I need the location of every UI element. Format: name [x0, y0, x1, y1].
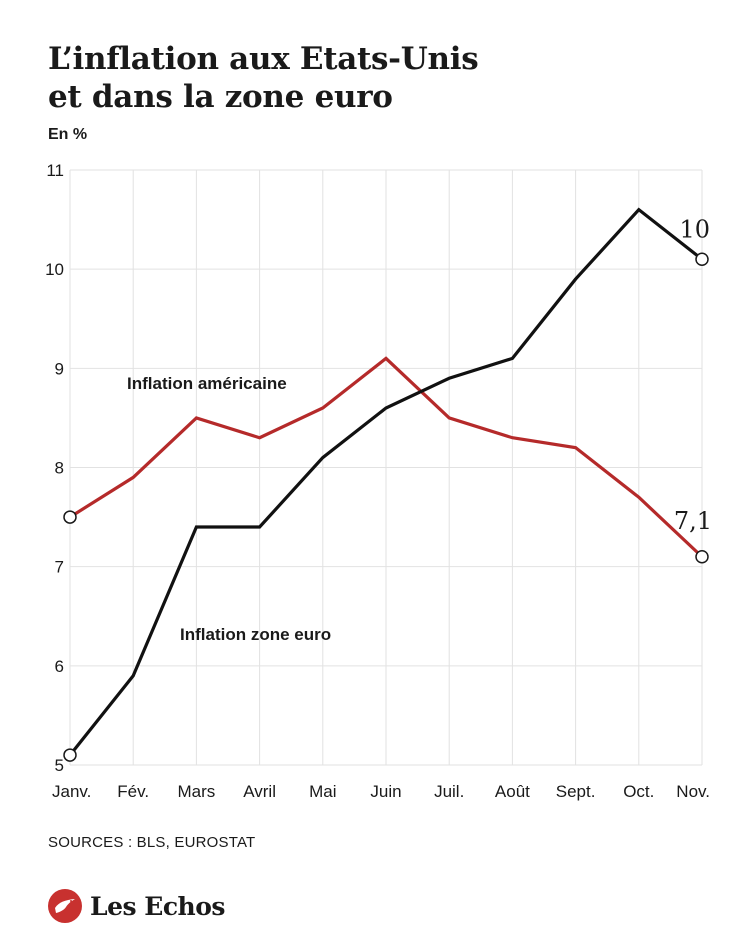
series-line [68, 207, 703, 757]
y-tick-label: 11 [46, 161, 64, 180]
x-tick-label: Avril [243, 782, 276, 801]
x-tick-label: Mai [309, 782, 336, 801]
data-point [695, 550, 709, 564]
data-label: 10 [679, 215, 710, 243]
chart-title-line-2: et dans la zone euro [48, 79, 393, 115]
x-tick-label: Janv. [52, 782, 91, 801]
x-tick-label: Sept. [556, 782, 596, 801]
series-label: Inflation zone euro [180, 625, 331, 644]
y-tick-label: 7 [55, 558, 64, 577]
data-point [695, 252, 709, 266]
x-tick-label: Nov. [676, 782, 710, 801]
series-label: Inflation américaine [127, 374, 287, 393]
x-tick-label: Fév. [117, 782, 149, 801]
y-tick-label: 5 [55, 756, 64, 775]
x-tick-label: Mars [178, 782, 216, 801]
brand-name: Les Echos [90, 891, 225, 921]
x-tick-label: Oct. [623, 782, 654, 801]
les-echos-logo: Les Echos [48, 888, 225, 924]
chart-title: L’inflation aux Etats-Unis et dans la zo… [48, 40, 708, 116]
x-tick-label: Juil. [434, 782, 464, 801]
y-tick-label: 10 [45, 260, 64, 279]
data-point [63, 510, 77, 524]
bird-logo-icon [48, 889, 82, 923]
y-tick-label: 8 [55, 459, 64, 478]
x-tick-label: Août [495, 782, 530, 801]
data-point [63, 748, 77, 762]
series-line [69, 356, 704, 558]
y-tick-label: 6 [55, 657, 64, 676]
data-label: 7,1 [674, 507, 712, 535]
x-tick-label: Juin [370, 782, 401, 801]
chart-title-line-1: L’inflation aux Etats-Unis [48, 41, 479, 77]
unit-label: En % [48, 126, 88, 143]
line-chart: 5 6 7 8 9 10 11 Janv. Fév. Mars Avril Mai Juin Juil. A… [45, 161, 712, 801]
sources-note: SOURCES : BLS, EUROSTAT [48, 834, 256, 851]
y-tick-label: 9 [55, 359, 64, 378]
